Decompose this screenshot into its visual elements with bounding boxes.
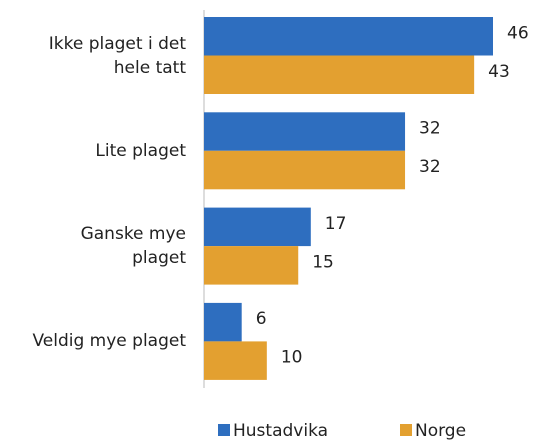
bar (204, 150, 406, 190)
legend-label: Norge (415, 421, 466, 440)
category-label: Lite plaget (95, 140, 186, 161)
data-label: 17 (325, 214, 347, 234)
bar (204, 207, 311, 247)
bar (204, 341, 267, 380)
legend-swatch (218, 424, 230, 436)
bar (204, 112, 406, 151)
bar (204, 302, 242, 342)
bar (204, 17, 493, 56)
legend-swatch (400, 424, 412, 436)
bar (204, 55, 475, 94)
bar (204, 246, 299, 285)
data-label: 32 (419, 157, 441, 177)
data-label: 32 (419, 119, 441, 139)
category-label: Veldig mye plaget (32, 331, 186, 352)
category-label: Ikke plaget i det hele tatt (48, 33, 186, 78)
data-label: 46 (507, 23, 529, 43)
data-label: 15 (312, 252, 334, 272)
data-label: 43 (488, 62, 510, 82)
category-label: Ganske mye plaget (80, 224, 186, 269)
legend-label: Hustadvika (233, 421, 328, 440)
data-label: 10 (281, 348, 303, 368)
data-label: 6 (256, 309, 267, 329)
